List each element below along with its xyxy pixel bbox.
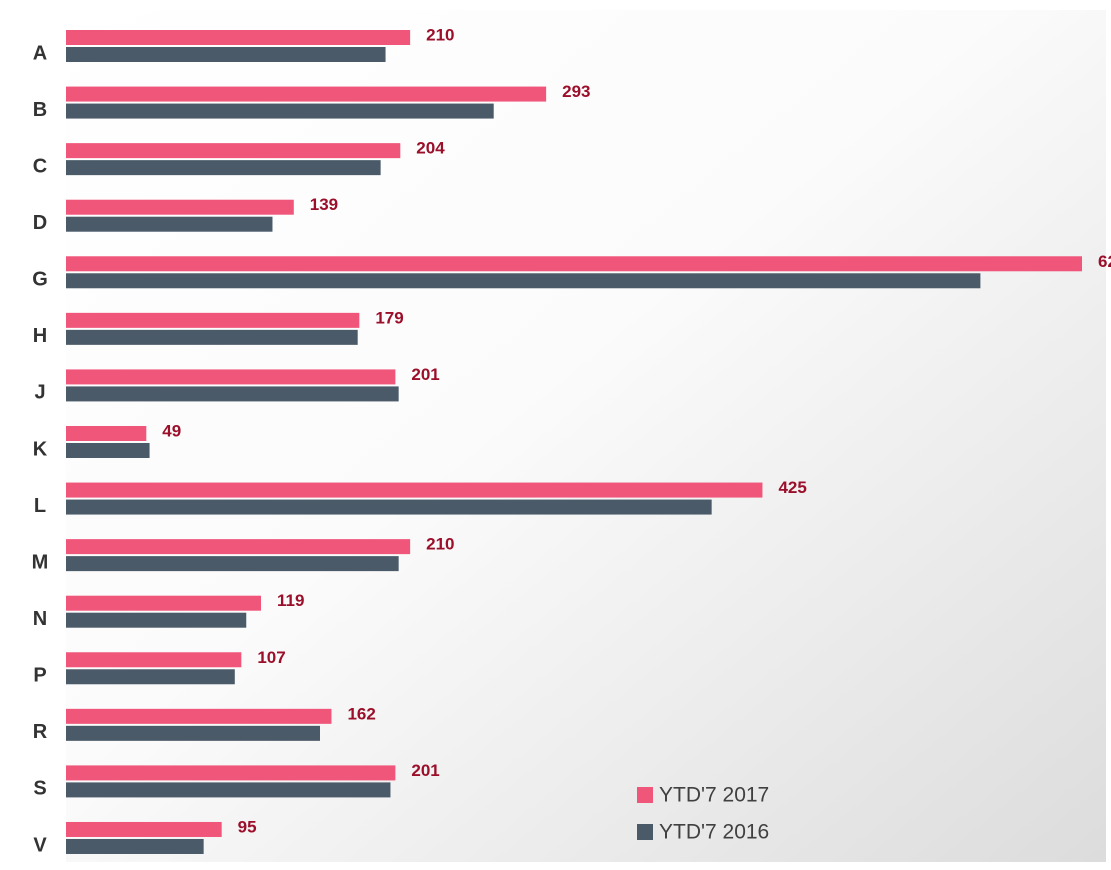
bar [66,652,242,668]
legend-label: YTD'7 2017 [659,784,769,807]
value-label: 210 [426,25,454,44]
bar [66,386,399,402]
value-label: 204 [416,139,445,158]
bar [66,556,399,572]
value-label: 95 [238,817,257,836]
y-tick-label: M [32,551,49,573]
y-tick-label: P [33,665,46,687]
value-label: 139 [310,195,338,214]
y-tick-label: C [33,155,47,177]
value-label: 293 [562,82,590,101]
y-tick-label: G [32,269,48,291]
y-tick-label: B [33,99,47,121]
bar [66,539,411,555]
bar [66,143,401,159]
value-label: 620 [1098,252,1111,271]
bar [66,103,494,119]
bar [66,256,1082,272]
bar [66,425,147,441]
value-label: 179 [375,308,403,327]
value-label: 119 [277,591,304,610]
bar [66,199,294,215]
bar [66,765,396,781]
y-tick-label: R [33,721,48,743]
bar [66,725,320,741]
y-tick-label: L [34,495,46,517]
bar [66,160,381,176]
bar [66,442,150,458]
value-label: 107 [257,648,285,667]
y-tick-label: K [33,438,48,460]
legend-swatch [637,787,653,803]
bar [66,612,247,628]
bar [66,30,411,45]
bar [66,369,396,385]
bar [66,499,712,515]
value-label: 162 [347,704,375,723]
y-tick-label: H [33,325,47,347]
bar [66,669,235,685]
bar [66,708,332,724]
value-label: 49 [162,421,181,440]
bar [66,312,360,328]
value-label: 201 [411,761,439,780]
y-tick-label: J [34,382,45,404]
y-tick-label: S [33,778,46,800]
y-tick-label: N [33,608,47,630]
y-tick-label: A [33,42,47,64]
value-label: 425 [778,478,806,497]
bar [66,86,547,102]
bar [66,595,262,611]
value-label: 210 [426,535,454,554]
value-label: 201 [411,365,439,384]
bar [66,782,391,798]
bar [66,838,204,854]
y-tick-label: D [33,212,47,234]
bar [66,482,763,498]
legend-label: YTD'7 2016 [659,821,769,844]
bar [66,216,273,232]
bar [66,821,222,837]
bar [66,273,981,289]
bar [66,47,386,62]
legend-swatch [637,824,653,840]
bar [66,329,358,345]
y-tick-label: V [33,834,47,856]
